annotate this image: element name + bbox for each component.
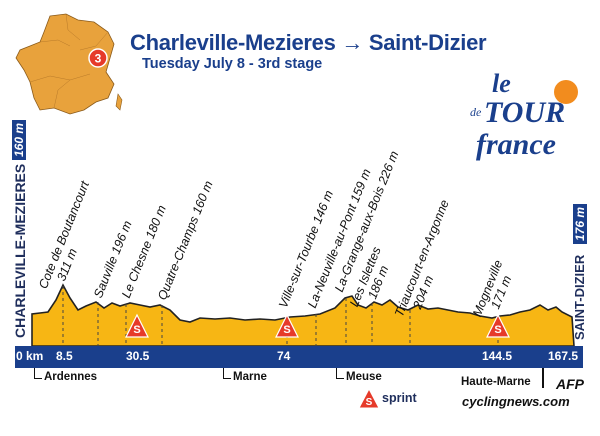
stage-title: Charleville-Mezieres → Saint-Dizier — [130, 30, 487, 55]
corsica-shape — [115, 93, 123, 111]
km-marker-144-5: 144.5 — [482, 349, 513, 363]
km-marker-0: 0 km — [16, 349, 44, 363]
km-marker-8-5: 8.5 — [56, 349, 73, 363]
stage-number: 3 — [95, 52, 102, 66]
sprint-marker-3: S — [486, 313, 510, 338]
department-marne: Marne — [233, 371, 267, 383]
department-ardennes: Ardennes — [44, 371, 98, 383]
france-map: 3 — [15, 13, 123, 115]
department-haute-marne: Haute-Marne — [461, 376, 531, 388]
sprint-marker-1: S — [125, 313, 149, 338]
stage-subtitle: Tuesday July 8 - 3rd stage — [142, 56, 323, 72]
logo-de: de — [470, 105, 482, 119]
sprint-legend-label: sprint — [382, 391, 417, 405]
logo-tour: TOUR — [484, 96, 565, 129]
distance-bar — [15, 346, 583, 368]
svg-text:S: S — [283, 324, 290, 336]
tour-de-france-logo: le de TOUR france — [462, 62, 588, 170]
logo-sun-icon — [554, 80, 578, 104]
sprint-marker-2: S — [275, 313, 299, 338]
stage-marker — [88, 48, 108, 68]
profile-fill — [31, 283, 575, 347]
km-marker-74: 74 — [277, 349, 291, 363]
svg-text:S: S — [494, 324, 501, 336]
svg-text:S: S — [366, 397, 373, 408]
cyclingnews-credit: cyclingnews.com — [462, 394, 570, 409]
department-meuse: Meuse — [346, 371, 382, 383]
km-marker-30-5: 30.5 — [126, 349, 150, 363]
sprint-legend-icon: S — [358, 388, 380, 409]
km-marker-167-5: 167.5 — [548, 349, 579, 363]
france-map-shape — [15, 13, 115, 115]
logo-france: france — [476, 128, 556, 161]
afp-credit: AFP — [556, 376, 584, 392]
logo-le: le — [492, 69, 511, 98]
svg-text:S: S — [133, 324, 140, 336]
